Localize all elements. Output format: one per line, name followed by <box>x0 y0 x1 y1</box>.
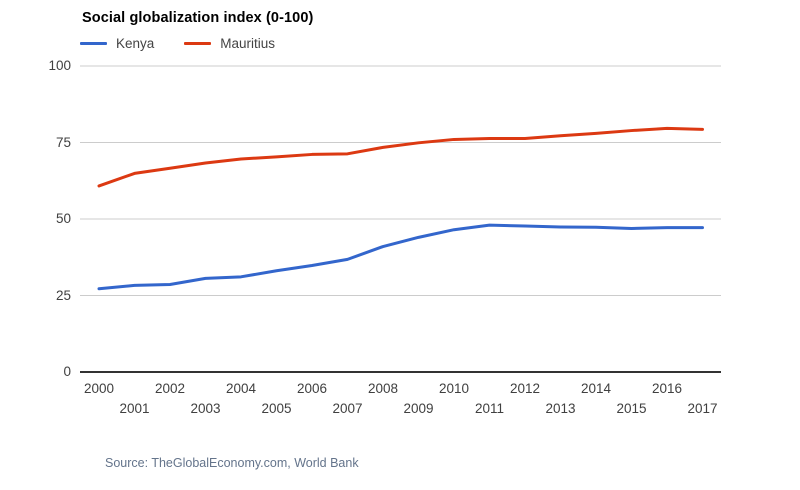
x-tick-label: 2012 <box>509 381 541 396</box>
legend-item-kenya: Kenya <box>80 36 154 51</box>
x-tick-label: 2002 <box>154 381 186 396</box>
kenya-series-line <box>97 223 704 291</box>
kenya-line-swatch <box>80 42 107 45</box>
mauritius-series-line <box>97 126 704 188</box>
x-tick-label: 2013 <box>545 401 576 416</box>
x-tick-label: 2014 <box>580 381 612 396</box>
y-tick-label: 25 <box>55 287 71 303</box>
y-tick-label: 100 <box>48 58 71 73</box>
x-tick-label: 2011 <box>474 401 505 416</box>
x-tick-label: 2008 <box>367 381 399 396</box>
x-tick-label: 2009 <box>403 401 434 416</box>
x-tick-label: 2010 <box>438 381 470 396</box>
mauritius-line-swatch <box>184 42 212 45</box>
source-note: Source: TheGlobalEconomy.com, World Bank <box>105 456 359 470</box>
legend-label-mauritius: Mauritius <box>220 36 276 51</box>
x-tick-label: 2004 <box>225 381 257 396</box>
legend-label-kenya: Kenya <box>116 36 155 51</box>
x-tick-label: 2000 <box>83 381 115 396</box>
x-tick-label: 2001 <box>119 401 150 416</box>
x-tick-label: 2003 <box>190 401 221 416</box>
x-tick-label: 2015 <box>616 401 647 416</box>
x-tick-label: 2006 <box>296 381 328 396</box>
legend-item-mauritius: Mauritius <box>184 36 275 51</box>
y-tick-label: 50 <box>55 211 71 226</box>
y-tick-label: 75 <box>55 134 71 150</box>
y-tick-label: 0 <box>63 364 71 379</box>
x-tick-label: 2005 <box>261 401 292 416</box>
x-tick-label: 2017 <box>687 401 718 416</box>
x-tick-label: 2016 <box>651 381 683 396</box>
x-tick-label: 2007 <box>332 401 363 416</box>
chart-title: Social globalization index (0-100) <box>82 10 314 26</box>
legend: Kenya Mauritius <box>80 36 275 51</box>
